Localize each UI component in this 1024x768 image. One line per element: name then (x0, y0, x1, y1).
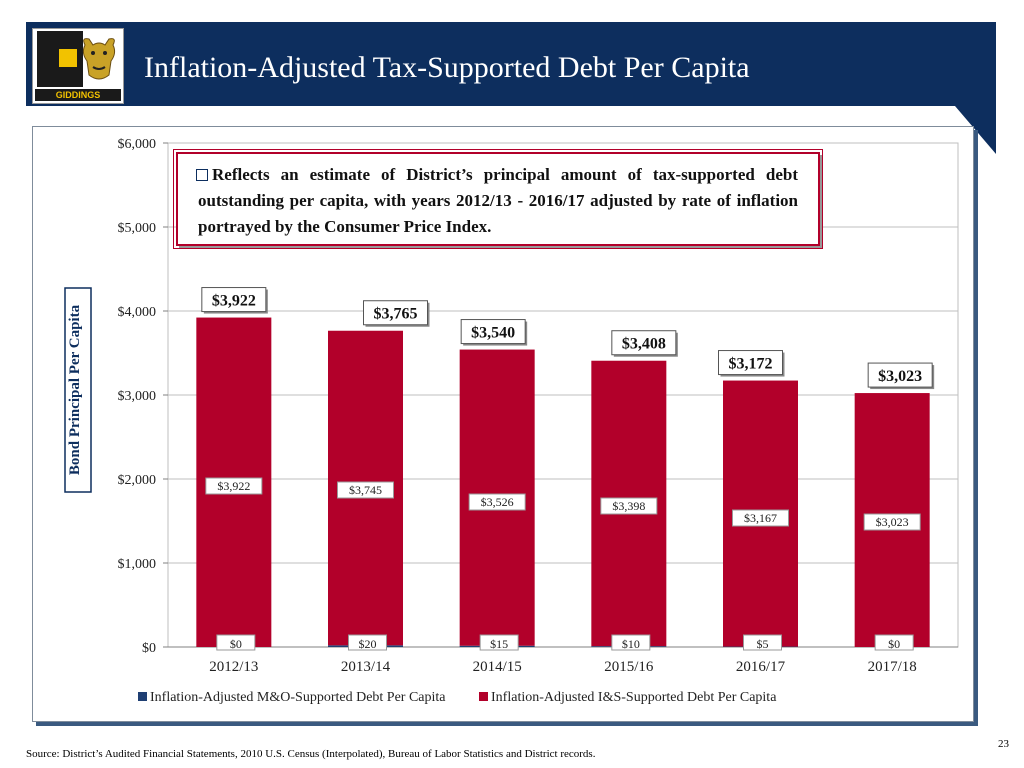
legend-item-mo: Inflation-Adjusted M&O-Supported Debt Pe… (138, 690, 446, 706)
is-value-label: $3,526 (481, 495, 514, 509)
chart-bars (196, 317, 930, 647)
x-tick-label: 2016/17 (736, 659, 786, 675)
x-tick-label: 2014/15 (473, 659, 522, 675)
y-tick-label: $1,000 (118, 557, 157, 572)
mo-value-label-bg (348, 634, 387, 651)
is-value-label-bg (863, 513, 921, 531)
y-axis-label: Bond Principal Per Capita (67, 304, 83, 475)
is-value-label: $3,745 (349, 483, 382, 497)
is-value-label-bg (732, 509, 789, 527)
is-value-label-bg (600, 497, 658, 515)
total-label: $3,172 (729, 356, 773, 373)
district-logo: GIDDINGS (32, 28, 124, 104)
is-value-label-bg (205, 477, 263, 495)
header-bar (26, 22, 996, 106)
is-value-label: $3,922 (217, 479, 250, 493)
total-label: $3,922 (212, 293, 256, 310)
x-tick-label: 2017/18 (868, 659, 917, 675)
mo-value-label-bg (479, 634, 519, 651)
total-label: $3,765 (374, 306, 418, 323)
is-value-label: $3,023 (876, 515, 909, 529)
x-tick-label: 2013/14 (341, 659, 391, 675)
callout-text: Reflects an estimate of District’s princ… (196, 165, 798, 236)
y-tick-label: $2,000 (118, 473, 157, 488)
mo-value-label: $0 (230, 637, 242, 651)
is-value-label-bg (468, 493, 526, 511)
mo-value-label: $0 (888, 637, 900, 651)
total-label-bg (611, 330, 677, 356)
page-title: Inflation-Adjusted Tax-Supported Debt Pe… (144, 51, 750, 84)
chart-labels: 2012/13 $0 $3,922 $3,922 2013/14 $20 $3,745 $3,… (201, 287, 935, 675)
chart-legend: Inflation-Adjusted M&O-Supported Debt Pe… (138, 690, 806, 706)
mo-value-label: $20 (359, 637, 377, 651)
mo-value-label: $15 (490, 637, 508, 651)
total-label: $3,540 (471, 325, 515, 342)
is-value-label: $3,167 (744, 511, 777, 525)
y-tick-label: $0 (142, 641, 156, 656)
source-note: Source: District’s Audited Financial Sta… (26, 748, 596, 760)
total-label-bg (718, 350, 783, 376)
mo-value-label-bg (611, 634, 651, 651)
mo-value-label-bg (874, 634, 914, 651)
total-label-bg (460, 319, 526, 345)
page-number: 23 (998, 738, 1009, 750)
bison-icon (82, 38, 116, 80)
y-tick-label: $4,000 (118, 305, 157, 320)
is-value-label-bg (337, 481, 394, 499)
total-label-bg (363, 300, 428, 326)
mo-value-label-bg (743, 634, 782, 651)
checkbox-bullet-icon (196, 169, 208, 181)
mo-value-label-bg (216, 634, 256, 651)
total-label: $3,023 (878, 368, 922, 385)
mo-value-label: $10 (622, 637, 640, 651)
mo-value-label: $5 (757, 637, 769, 651)
total-label-bg (867, 362, 933, 388)
total-label: $3,408 (622, 336, 666, 353)
header-corner-accent (955, 106, 996, 154)
logo-text: GIDDINGS (35, 89, 121, 101)
total-label-bg (201, 287, 267, 313)
legend-swatch-is (479, 692, 489, 701)
logo-g-mark (37, 31, 83, 87)
callout-box: Reflects an estimate of District’s princ… (173, 149, 823, 249)
x-tick-label: 2015/16 (604, 659, 654, 675)
y-tick-label: $3,000 (118, 389, 157, 404)
y-tick-label: $6,000 (118, 137, 157, 152)
legend-swatch-mo (138, 692, 147, 701)
x-tick-label: 2012/13 (209, 659, 258, 675)
y-tick-label: $5,000 (118, 221, 157, 236)
legend-item-is: Inflation-Adjusted I&S-Supported Debt Pe… (479, 690, 776, 706)
y-axis-label-frame (64, 287, 92, 493)
is-value-label: $3,398 (612, 499, 645, 513)
